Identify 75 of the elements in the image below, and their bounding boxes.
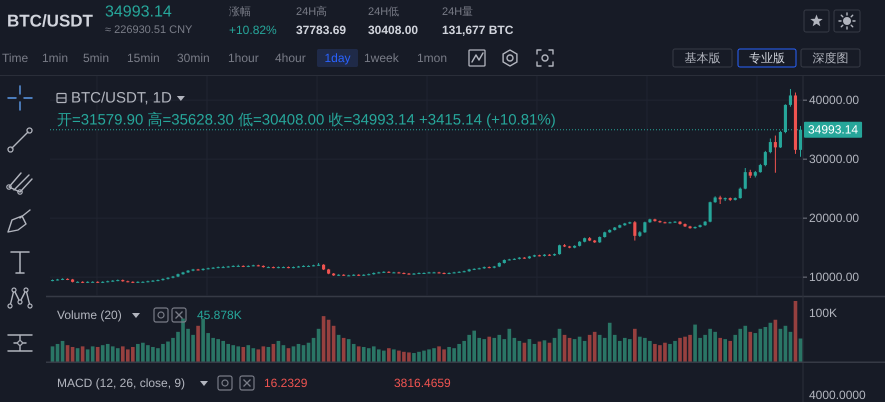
bar xyxy=(196,326,200,362)
text: 15min xyxy=(127,51,160,65)
bar xyxy=(522,342,526,362)
bar xyxy=(774,320,778,362)
bar xyxy=(356,346,361,362)
text: 34993.14 xyxy=(105,4,172,20)
text: 1min xyxy=(42,51,68,65)
bar xyxy=(241,346,246,362)
text: 1day xyxy=(324,51,351,65)
y-tick-label: 40000.00 xyxy=(809,93,860,108)
candlestick xyxy=(558,244,562,256)
candlestick xyxy=(708,201,712,223)
ref-line-label: 34993.14 xyxy=(808,122,858,137)
candlestick xyxy=(768,138,772,154)
bar xyxy=(80,346,84,362)
text: 16.2329 xyxy=(264,376,308,390)
bar xyxy=(748,332,752,362)
text: 3816.4659 xyxy=(394,376,452,390)
bar xyxy=(633,328,637,362)
bar xyxy=(728,340,732,362)
text: 30min xyxy=(177,51,210,65)
text: 30408.00 xyxy=(368,23,418,37)
candlestick xyxy=(788,88,792,108)
bar xyxy=(542,340,546,362)
text: BTC/USDT, 1D xyxy=(71,90,172,106)
text: 37783.69 xyxy=(296,23,346,37)
y-tick-label: 20000.00 xyxy=(809,211,860,226)
bar xyxy=(548,342,552,362)
y-tick-label: 30000.00 xyxy=(809,152,860,166)
bar xyxy=(392,349,396,362)
bar xyxy=(76,348,80,362)
text: 1week xyxy=(364,51,400,65)
text: 1hour xyxy=(228,51,259,65)
candlestick xyxy=(774,135,777,174)
bar xyxy=(342,338,346,362)
text: 深度图 xyxy=(812,51,848,65)
bar xyxy=(286,348,290,362)
text: 5min xyxy=(83,51,110,65)
candlestick xyxy=(633,220,636,242)
bar xyxy=(794,301,798,362)
bar xyxy=(538,342,542,362)
text: 专业版 xyxy=(749,51,785,65)
text: 开=31579.90 高=35628.30 低=30408.00 收=34993.14 +3415.14 (+10.81%) xyxy=(57,112,556,128)
text: 24H高 xyxy=(296,5,328,18)
bar xyxy=(266,346,270,362)
text: 24H低 xyxy=(368,6,400,18)
candlestick xyxy=(764,150,767,167)
text: 4000.0000 xyxy=(809,388,866,402)
text: Time xyxy=(2,51,29,65)
text: 涨幅 xyxy=(229,6,251,18)
bar xyxy=(718,338,722,362)
candlestick xyxy=(738,186,742,200)
text: 24H量 xyxy=(442,6,474,18)
text: 100K xyxy=(809,306,838,320)
bar xyxy=(336,334,340,362)
candlestick xyxy=(778,130,782,148)
bar xyxy=(487,336,492,362)
text: MACD (12, 26, close, 9) xyxy=(57,376,186,390)
y-tick-label: 10000.00 xyxy=(809,270,860,284)
text: BTC/USDT xyxy=(7,12,94,30)
bar xyxy=(272,344,276,362)
annotation: Volume (20) xyxy=(57,308,122,322)
text: 基本版 xyxy=(684,51,720,65)
text: +10.82% xyxy=(229,23,278,37)
candlestick xyxy=(643,221,646,234)
text: 4hour xyxy=(275,51,306,65)
candlestick xyxy=(744,168,747,190)
bar xyxy=(723,339,727,362)
annotation: 45.878K xyxy=(197,308,242,322)
bar xyxy=(387,348,391,362)
text: 1mon xyxy=(417,51,448,65)
text: ≈ 226930.51 CNY xyxy=(105,24,194,36)
text: 131,677 BTC xyxy=(442,23,514,37)
bar xyxy=(798,338,802,362)
bar xyxy=(96,346,100,362)
